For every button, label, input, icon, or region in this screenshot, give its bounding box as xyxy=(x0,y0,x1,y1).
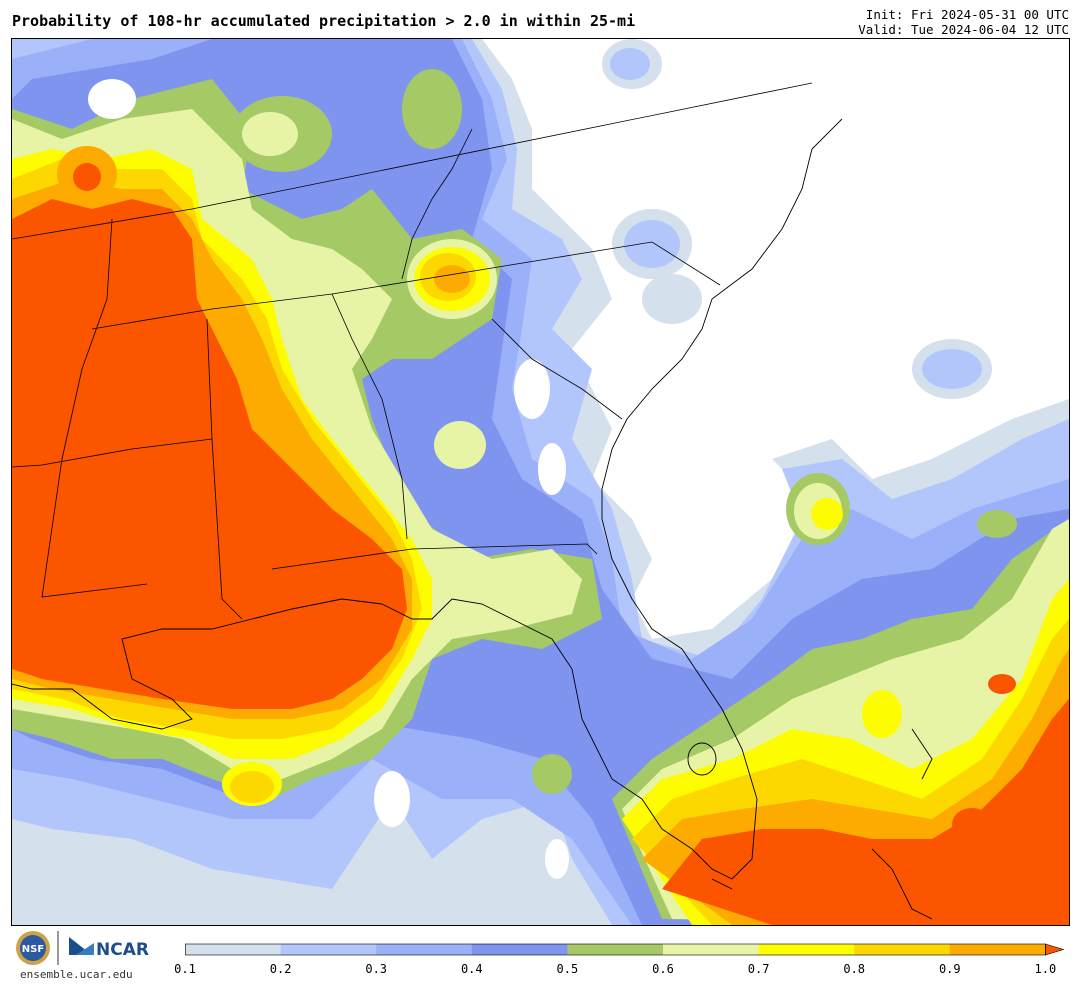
coastline xyxy=(12,118,933,920)
colorbar-tick-label: 0.7 xyxy=(747,962,770,976)
colorbar-tick-label: 0.6 xyxy=(652,962,674,976)
colorbar-bin xyxy=(471,944,568,955)
colorbar-tick-label: 0.2 xyxy=(269,962,292,976)
colorbar-bin xyxy=(854,944,951,955)
ncar-logo: NCAR xyxy=(69,937,149,960)
colorbar xyxy=(185,942,1067,961)
precipitation-probability-map xyxy=(11,38,1070,926)
colorbar-bin xyxy=(185,944,282,955)
colorbar-bin xyxy=(758,944,855,955)
colorbar-tick-label: 0.9 xyxy=(938,962,961,976)
map-title: Probability of 108-hr accumulated precip… xyxy=(12,12,636,30)
logo-area: NSF NCAR xyxy=(14,929,149,967)
init-time: Init: Fri 2024-05-31 00 UTC xyxy=(865,7,1069,22)
low-probability-gaps xyxy=(88,79,569,879)
valid-time: Valid: Tue 2024-06-04 12 UTC xyxy=(858,22,1069,37)
colorbar-tick-label: 0.8 xyxy=(843,962,866,976)
colorbar-bin xyxy=(949,944,1046,955)
colorbar-tick-label: 0.3 xyxy=(365,962,388,976)
colorbar-ticks: 0.1 0.2 0.3 0.4 0.5 0.6 0.7 0.8 0.9 1.0 xyxy=(0,962,1080,978)
site-url: ensemble.ucar.edu xyxy=(20,968,133,981)
prob-level-1.0 xyxy=(12,163,1069,925)
colorbar-bin xyxy=(376,944,473,955)
colorbar-bin xyxy=(280,944,377,955)
colorbar-tick-label: 0.4 xyxy=(460,962,483,976)
colorbar-bin xyxy=(663,944,760,955)
nsf-logo: NSF xyxy=(16,931,50,965)
colorbar-tick-label: 1.0 xyxy=(1034,962,1057,976)
colorbar-tick-label: 0.1 xyxy=(174,962,196,976)
svg-text:NSF: NSF xyxy=(22,944,44,955)
state-boundaries xyxy=(12,82,813,620)
map-canvas xyxy=(12,39,1069,925)
colorbar-tick-label: 0.5 xyxy=(556,962,579,976)
run-info: Init: Fri 2024-05-31 00 UTC Valid: Tue 2… xyxy=(858,7,1069,37)
colorbar-extension-arrow xyxy=(1045,943,1065,956)
colorbar-bin xyxy=(567,944,664,955)
svg-text:NCAR: NCAR xyxy=(96,940,149,960)
